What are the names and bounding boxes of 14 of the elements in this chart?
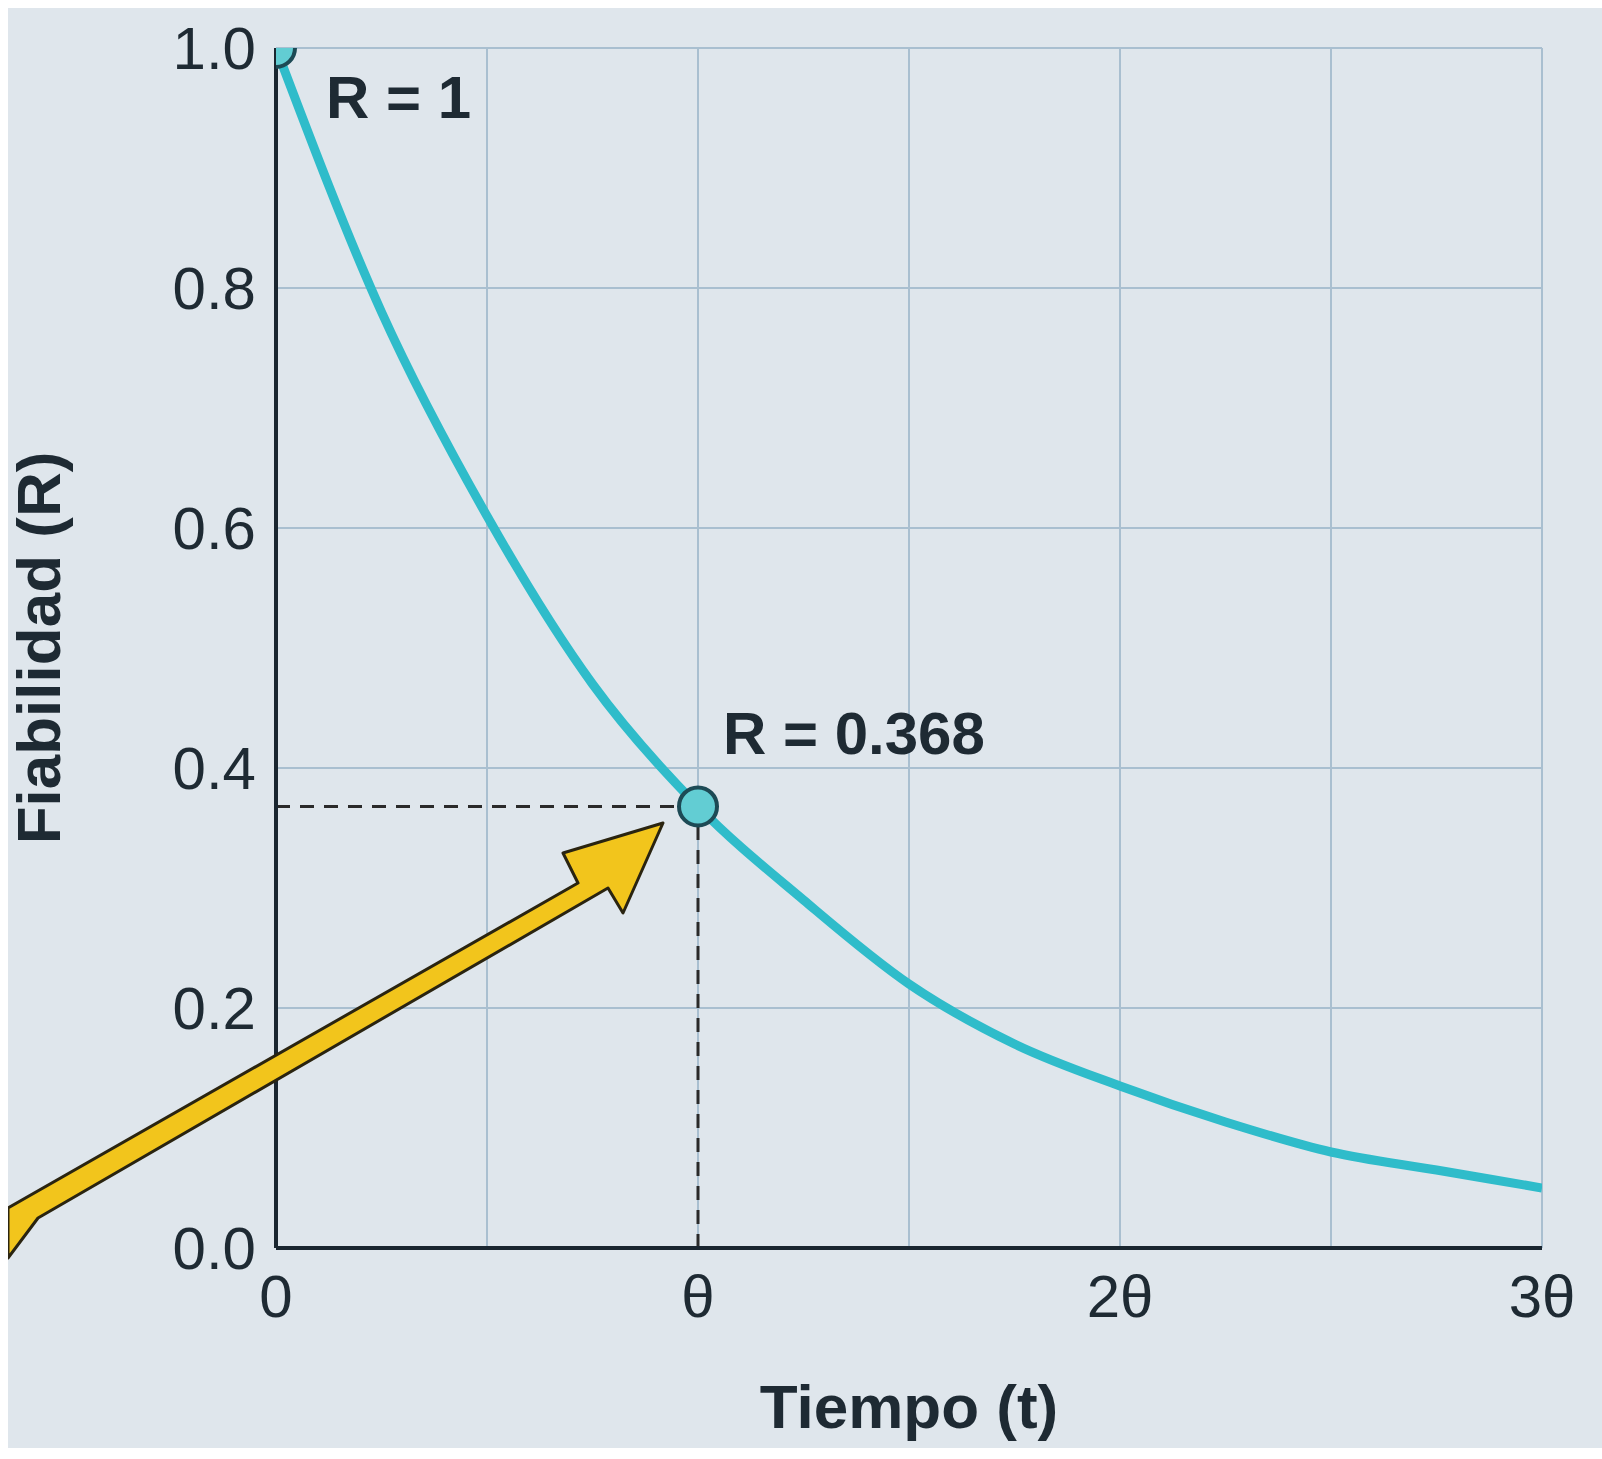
annotation: R = 0.368: [723, 700, 985, 768]
x-tick-label: θ: [681, 1262, 715, 1330]
x-axis-title: Tiempo (t): [759, 1372, 1059, 1441]
y-tick-label: 1.0: [172, 15, 256, 83]
annotation: R = 1: [326, 64, 472, 131]
y-axis-title: Fiabilidad (R): [4, 451, 74, 845]
y-tick-label: 0.0: [172, 1215, 256, 1283]
x-tick-label: 3θ: [1508, 1262, 1576, 1330]
y-tick-label: 0.6: [172, 495, 256, 563]
y-tick-label: 0.2: [172, 975, 256, 1043]
x-tick-label: 0: [259, 1262, 293, 1330]
y-tick-label: 0.4: [172, 735, 256, 803]
x-tick-label: 2θ: [1086, 1262, 1154, 1330]
y-tick-label: 0.8: [172, 255, 256, 323]
